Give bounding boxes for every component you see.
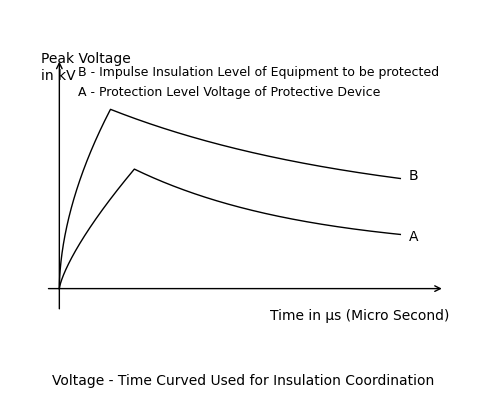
Text: B - Impulse Insulation Level of Equipment to be protected: B - Impulse Insulation Level of Equipmen… xyxy=(78,66,439,79)
Text: B: B xyxy=(409,169,418,183)
Text: A - Protection Level Voltage of Protective Device: A - Protection Level Voltage of Protecti… xyxy=(78,86,381,99)
Text: Time in μs (Micro Second): Time in μs (Micro Second) xyxy=(270,309,449,323)
Text: Voltage - Time Curved Used for Insulation Coordination: Voltage - Time Curved Used for Insulatio… xyxy=(52,374,434,388)
Text: Peak Voltage
in kV: Peak Voltage in kV xyxy=(41,52,130,83)
Text: A: A xyxy=(409,230,418,244)
